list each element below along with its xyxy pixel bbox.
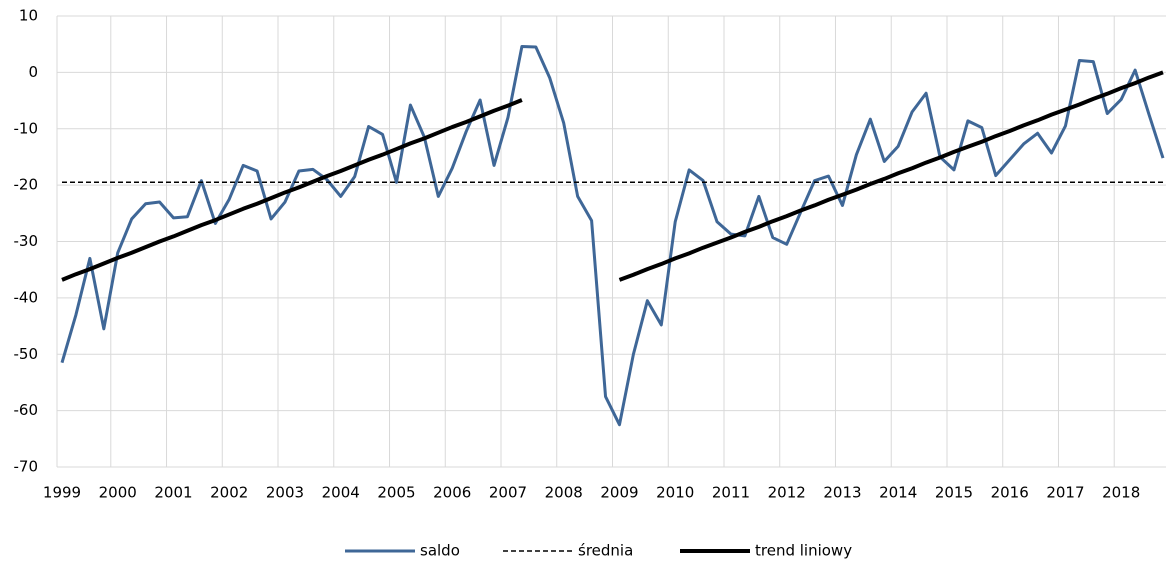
x-tick-label: 2017 — [1046, 484, 1084, 502]
legend-label: saldo — [420, 542, 460, 560]
x-tick-label: 2003 — [266, 484, 304, 502]
y-tick-label: -10 — [14, 119, 39, 137]
x-tick-label: 2011 — [712, 484, 750, 502]
x-tick-label: 2015 — [935, 484, 973, 502]
legend-label: średnia — [578, 542, 633, 560]
y-tick-label: -70 — [14, 458, 39, 476]
x-tick-label: 2008 — [545, 484, 583, 502]
x-tick-label: 2018 — [1102, 484, 1140, 502]
legend-label: trend liniowy — [755, 542, 852, 560]
x-tick-label: 2005 — [377, 484, 415, 502]
x-tick-label: 2000 — [99, 484, 137, 502]
x-tick-label: 2002 — [210, 484, 248, 502]
x-tick-label: 2004 — [322, 484, 360, 502]
y-tick-label: -60 — [14, 401, 39, 419]
x-tick-label: 2007 — [489, 484, 527, 502]
series-line — [61, 98, 523, 282]
y-tick-label: 10 — [19, 7, 38, 25]
y-tick-label: 0 — [28, 63, 38, 81]
x-tick-label: 2016 — [991, 484, 1029, 502]
y-tick-label: -50 — [14, 345, 39, 363]
y-tick-label: -40 — [14, 288, 39, 306]
x-tick-label: 2013 — [823, 484, 861, 502]
x-tick-label: 1999 — [43, 484, 81, 502]
x-tick-label: 2012 — [768, 484, 806, 502]
x-tick-label: 2009 — [600, 484, 638, 502]
x-tick-label: 2010 — [656, 484, 694, 502]
x-tick-label: 2014 — [879, 484, 917, 502]
series-line — [618, 70, 1164, 282]
x-tick-label: 2001 — [154, 484, 192, 502]
series-line — [60, 44, 1165, 427]
y-tick-label: -30 — [14, 232, 39, 250]
x-tick-label: 2006 — [433, 484, 471, 502]
y-tick-label: -20 — [14, 176, 39, 194]
